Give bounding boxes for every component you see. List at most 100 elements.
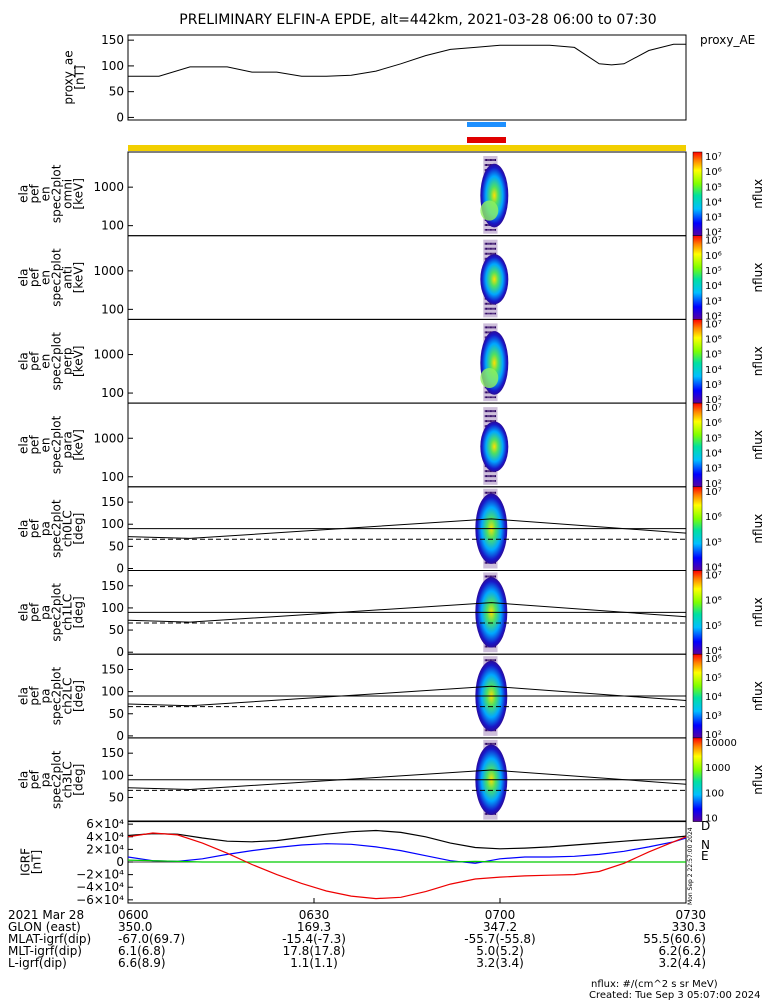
panel-ylabel-4-5: [deg] bbox=[72, 513, 86, 545]
proxy-legend: proxy_AE bbox=[700, 33, 755, 47]
colorbar-1: 10² 10³ 10⁴ 10⁵ 10⁶ 10⁷ nflux bbox=[692, 235, 765, 322]
igrf-ylabel-1: [nT] bbox=[30, 850, 44, 874]
footer-row-label: 2021 Mar 28 bbox=[8, 908, 84, 922]
igrf-ytick-label: −2×10⁴ bbox=[76, 868, 124, 882]
ytick-label: 100 bbox=[101, 601, 124, 615]
footer-cell: 6.1(6.8) bbox=[118, 944, 166, 958]
colorbar-gradient bbox=[692, 653, 703, 739]
ytick-label: 100 bbox=[101, 685, 124, 699]
panel-frame bbox=[127, 402, 687, 488]
panel-ylabel-6-1: pef bbox=[28, 686, 42, 706]
footer-cell: 0630 bbox=[299, 908, 330, 922]
proxy-ytick-label: 0 bbox=[116, 110, 124, 124]
footer-cell: 3.2(3.4) bbox=[476, 956, 524, 970]
colorbar-label: nflux bbox=[751, 179, 765, 209]
footer-row-label: L-igrf(dip) bbox=[8, 956, 67, 970]
panel-ylabel-1-0: ela bbox=[17, 269, 31, 287]
colorbar-tick-label: 10⁶ bbox=[705, 251, 722, 262]
footer-cell: 0700 bbox=[485, 908, 516, 922]
panel-frame bbox=[127, 318, 687, 404]
colorbar-gradient bbox=[692, 151, 703, 236]
colorbar-tick-label: 10⁶ bbox=[705, 512, 722, 523]
colorbar-label: nflux bbox=[751, 765, 765, 795]
colorbar-label: nflux bbox=[751, 681, 765, 711]
colorbar-label: nflux bbox=[751, 597, 765, 627]
footer-cell: 6.6(8.9) bbox=[118, 956, 166, 970]
panel-ylabel-0-1: pef bbox=[28, 183, 42, 203]
proxy-ytick-label: 100 bbox=[101, 59, 124, 73]
heatmap-core bbox=[480, 200, 499, 221]
proxy-ae-line bbox=[128, 43, 686, 77]
footer-cell: 55.5(60.6) bbox=[643, 932, 706, 946]
colorbar-tick-label: 10⁶ bbox=[705, 335, 722, 346]
proxy-ae-panel: 0 50 100 150 proxy_ae[nT] bbox=[62, 33, 687, 124]
igrf-series-N bbox=[127, 837, 687, 864]
igrf-ylabel-0: IGRF bbox=[19, 848, 33, 876]
igrf-legend-N: N bbox=[701, 838, 710, 852]
proxy-ylabel-1: [nT] bbox=[73, 65, 87, 89]
footer-cell: -67.0(69.7) bbox=[118, 932, 185, 946]
colorbar-0: 10² 10³ 10⁴ 10⁵ 10⁶ 10⁷ nflux bbox=[692, 151, 765, 239]
colorbar-tick-label: 10³ bbox=[705, 213, 722, 224]
panel-ylabel-1-1: pef bbox=[28, 267, 42, 287]
blue-marker-bar bbox=[467, 122, 506, 127]
proxy-ytick-label: 50 bbox=[109, 85, 124, 99]
igrf-series-extra bbox=[127, 832, 687, 900]
colorbar-tick-label: 10³ bbox=[705, 296, 722, 307]
panel-ylabel-5-0: ela bbox=[17, 603, 31, 621]
colorbar-gradient bbox=[692, 486, 703, 571]
colorbar-tick-label: 10⁵ bbox=[705, 537, 722, 548]
panel-ylabel-5-5: [deg] bbox=[72, 596, 86, 628]
panel-ylabel-3-5: [keV] bbox=[72, 429, 86, 460]
ytick-label: 100 bbox=[101, 386, 124, 400]
colorbar-tick-label: 10³ bbox=[705, 711, 722, 722]
colorbar-tick-label: 10² bbox=[705, 479, 722, 490]
figure-title: PRELIMINARY ELFIN-A EPDE, alt=442km, 202… bbox=[179, 12, 656, 28]
colorbar-label: nflux bbox=[751, 430, 765, 460]
ytick-label: 100 bbox=[101, 470, 124, 484]
ytick-label: 100 bbox=[101, 219, 124, 233]
ytick-label: 100 bbox=[101, 302, 124, 316]
colorbar-5: 10⁴ 10⁵ 10⁶ 10⁷ nflux bbox=[692, 570, 765, 657]
panel-ylabel-1-4: anti bbox=[61, 266, 75, 289]
colorbar-tick-label: 10² bbox=[705, 311, 722, 322]
colorbars: 10²10³10⁴10⁵10⁶10⁷nflux10²10³10⁴10⁵10⁶10… bbox=[692, 151, 765, 825]
panel-ylabel-4-1: pef bbox=[28, 518, 42, 538]
panel-ylabel-2-0: ela bbox=[17, 352, 31, 370]
panel-frame bbox=[127, 235, 687, 320]
colorbar-7: 10 100 1000 10000 nflux bbox=[692, 737, 765, 825]
ytick-label: 1000 bbox=[93, 180, 124, 194]
colorbar-gradient bbox=[692, 570, 703, 655]
colorbar-tick-label: 10⁷ bbox=[705, 403, 722, 414]
panel-ylabel-0-4: omni bbox=[61, 179, 75, 209]
panel-ylabel-6-2: pa bbox=[39, 689, 53, 704]
panel-ylabel-2-5: [keV] bbox=[72, 346, 86, 377]
ytick-label: 0 bbox=[116, 562, 124, 576]
footer-cell: 3.2(4.4) bbox=[658, 956, 706, 970]
colorbar-tick-label: 10000 bbox=[705, 738, 737, 749]
panel-ylabel-0-2: en bbox=[39, 186, 53, 201]
ytick-label: 100 bbox=[101, 517, 124, 531]
footer-cell: 330.3 bbox=[672, 920, 706, 934]
panel-ylabel-5-2: pa bbox=[39, 605, 53, 620]
colorbar-tick-label: 10⁴ bbox=[705, 449, 722, 460]
colorbar-tick-label: 10⁷ bbox=[705, 152, 722, 163]
panel-ylabel-4-0: ela bbox=[17, 520, 31, 538]
igrf-ytick-label: 4×10⁴ bbox=[86, 830, 124, 844]
panel-ylabel-0-0: ela bbox=[17, 185, 31, 203]
ytick-label: 150 bbox=[101, 746, 124, 760]
colorbar-gradient bbox=[692, 737, 703, 822]
colorbar-tick-label: 10⁶ bbox=[705, 596, 722, 607]
colorbar-2: 10² 10³ 10⁴ 10⁵ 10⁶ 10⁷ nflux bbox=[692, 319, 765, 406]
colorbar-tick-label: 10⁴ bbox=[705, 365, 722, 376]
colorbar-tick-label: 10⁴ bbox=[705, 563, 722, 574]
footer-row-label: MLT-igrf(dip) bbox=[8, 944, 82, 958]
colorbar-tick-label: 10⁷ bbox=[705, 571, 722, 582]
footer-cell: 0730 bbox=[675, 908, 706, 922]
